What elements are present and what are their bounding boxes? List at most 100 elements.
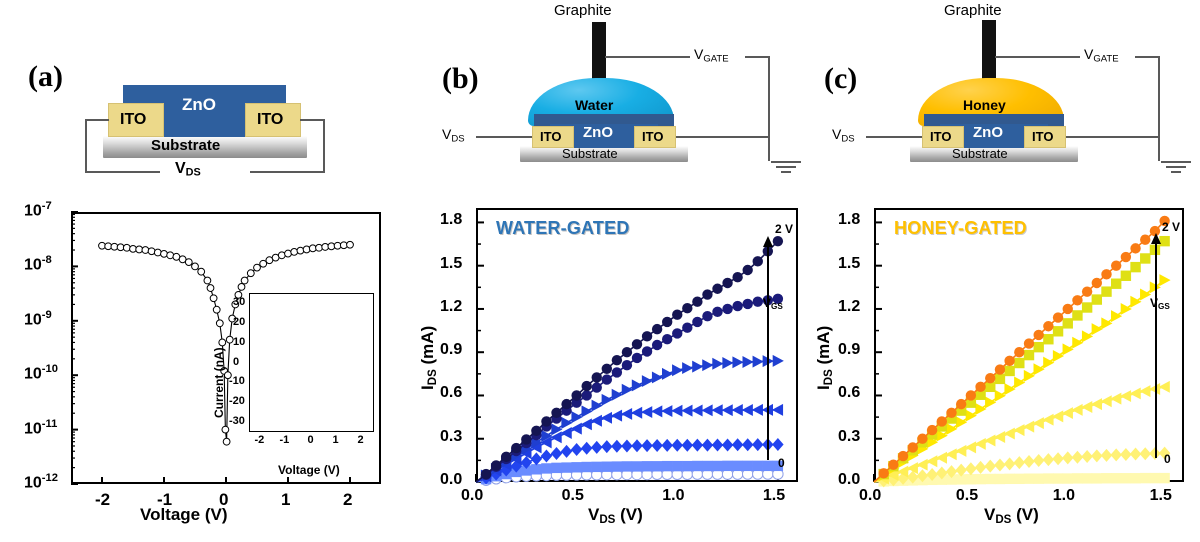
tick-label: 0.6: [838, 384, 861, 402]
tick-label: 0.6: [440, 384, 463, 402]
data-point: [1023, 420, 1035, 433]
data-point: [916, 458, 928, 471]
data-point: [994, 364, 1006, 375]
data-point: [1003, 457, 1016, 471]
data-point: [212, 305, 221, 314]
data-point: [571, 390, 582, 401]
data-point: [641, 331, 653, 342]
data-point: [946, 413, 957, 424]
data-point: [218, 338, 227, 347]
data-point: [1004, 383, 1016, 396]
data-point: [1014, 357, 1025, 369]
data-point: [965, 390, 977, 401]
data-point: [701, 438, 714, 452]
data-point: [1130, 243, 1141, 254]
data-point: [166, 251, 175, 260]
ito-left-label-a: ITO: [120, 111, 147, 128]
data-point: [1081, 330, 1094, 343]
data-point: [955, 463, 967, 477]
data-point: [611, 461, 623, 472]
tick-label: -20: [229, 395, 245, 408]
data-point: [540, 449, 553, 463]
zno-label-c: ZnO: [973, 124, 1003, 141]
data-point: [561, 462, 572, 473]
water-label-b: Water: [575, 97, 614, 113]
data-point: [591, 399, 603, 412]
ito-right-c: [1024, 126, 1066, 148]
data-point: [994, 373, 1006, 385]
data-point: [661, 316, 673, 328]
tick-label: 0: [307, 434, 314, 446]
data-point: [1149, 446, 1161, 460]
data-point: [1014, 376, 1026, 389]
ito-right-label-b: ITO: [642, 129, 664, 144]
substrate-layer-b: [520, 146, 688, 162]
data-point: [1110, 392, 1122, 405]
data-point: [561, 398, 572, 410]
data-point: [1043, 356, 1055, 369]
data-point: [215, 319, 224, 328]
data-point: [682, 303, 693, 314]
panel-c-letter: (c): [824, 62, 858, 95]
ito-right-b: [634, 126, 676, 148]
data-point: [1158, 446, 1171, 460]
data-point: [1071, 403, 1083, 416]
tick-label: 0.9: [838, 341, 861, 359]
data-point: [601, 363, 613, 374]
data-point: [661, 438, 673, 452]
data-point: [964, 441, 977, 454]
zno-top-c: [924, 114, 1064, 126]
data-point: [541, 463, 552, 474]
data-point: [581, 461, 592, 473]
data-point: [621, 461, 633, 472]
data-point: [621, 359, 633, 371]
data-point: [1120, 270, 1132, 281]
data-point: [993, 431, 1006, 443]
data-point: [946, 422, 958, 435]
data-point: [994, 389, 1006, 402]
data-point: [752, 355, 764, 368]
tick-label: 1.8: [440, 211, 463, 229]
tick-label: 1.5: [440, 254, 463, 272]
panel-a-inset-frame: [249, 293, 374, 432]
data-point: [191, 262, 199, 271]
data-point: [296, 246, 305, 255]
tick-label: 1.5: [762, 487, 786, 504]
data-point: [541, 416, 552, 427]
data-point: [1110, 448, 1122, 462]
data-point: [975, 473, 986, 485]
data-point: [520, 456, 533, 470]
data-point: [1139, 447, 1151, 461]
ito-left-b: [532, 126, 574, 148]
data-point: [1149, 472, 1161, 484]
data-point: [620, 407, 633, 420]
panel-b-arrow-mid-label: VGS: [763, 296, 783, 312]
data-point: [1062, 303, 1073, 315]
tick-label: 1.2: [838, 297, 861, 315]
data-point: [1101, 269, 1112, 280]
data-point: [147, 247, 156, 256]
tick-label: 20: [233, 315, 246, 328]
ito-right-label-a: ITO: [257, 111, 284, 128]
data-point: [936, 429, 948, 442]
data-point: [917, 433, 928, 444]
data-point: [551, 423, 563, 436]
gnd-wire-vert-c: [1158, 56, 1160, 161]
drain-wire-c: [866, 136, 922, 138]
data-point: [141, 246, 150, 254]
data-point: [600, 411, 613, 424]
data-point: [672, 309, 683, 320]
data-point: [985, 381, 996, 393]
data-point: [751, 403, 763, 416]
tick-label: 0.0: [440, 471, 463, 488]
data-point: [907, 470, 919, 484]
zno-label-b: ZnO: [583, 124, 613, 141]
data-point: [1013, 456, 1026, 470]
panel-b-arrow-top-label: 2 V: [775, 222, 794, 236]
data-point: [601, 374, 613, 385]
data-point: [621, 347, 633, 358]
data-point: [1081, 473, 1093, 484]
data-point: [936, 466, 948, 480]
data-point: [581, 405, 593, 418]
data-point: [712, 306, 723, 318]
